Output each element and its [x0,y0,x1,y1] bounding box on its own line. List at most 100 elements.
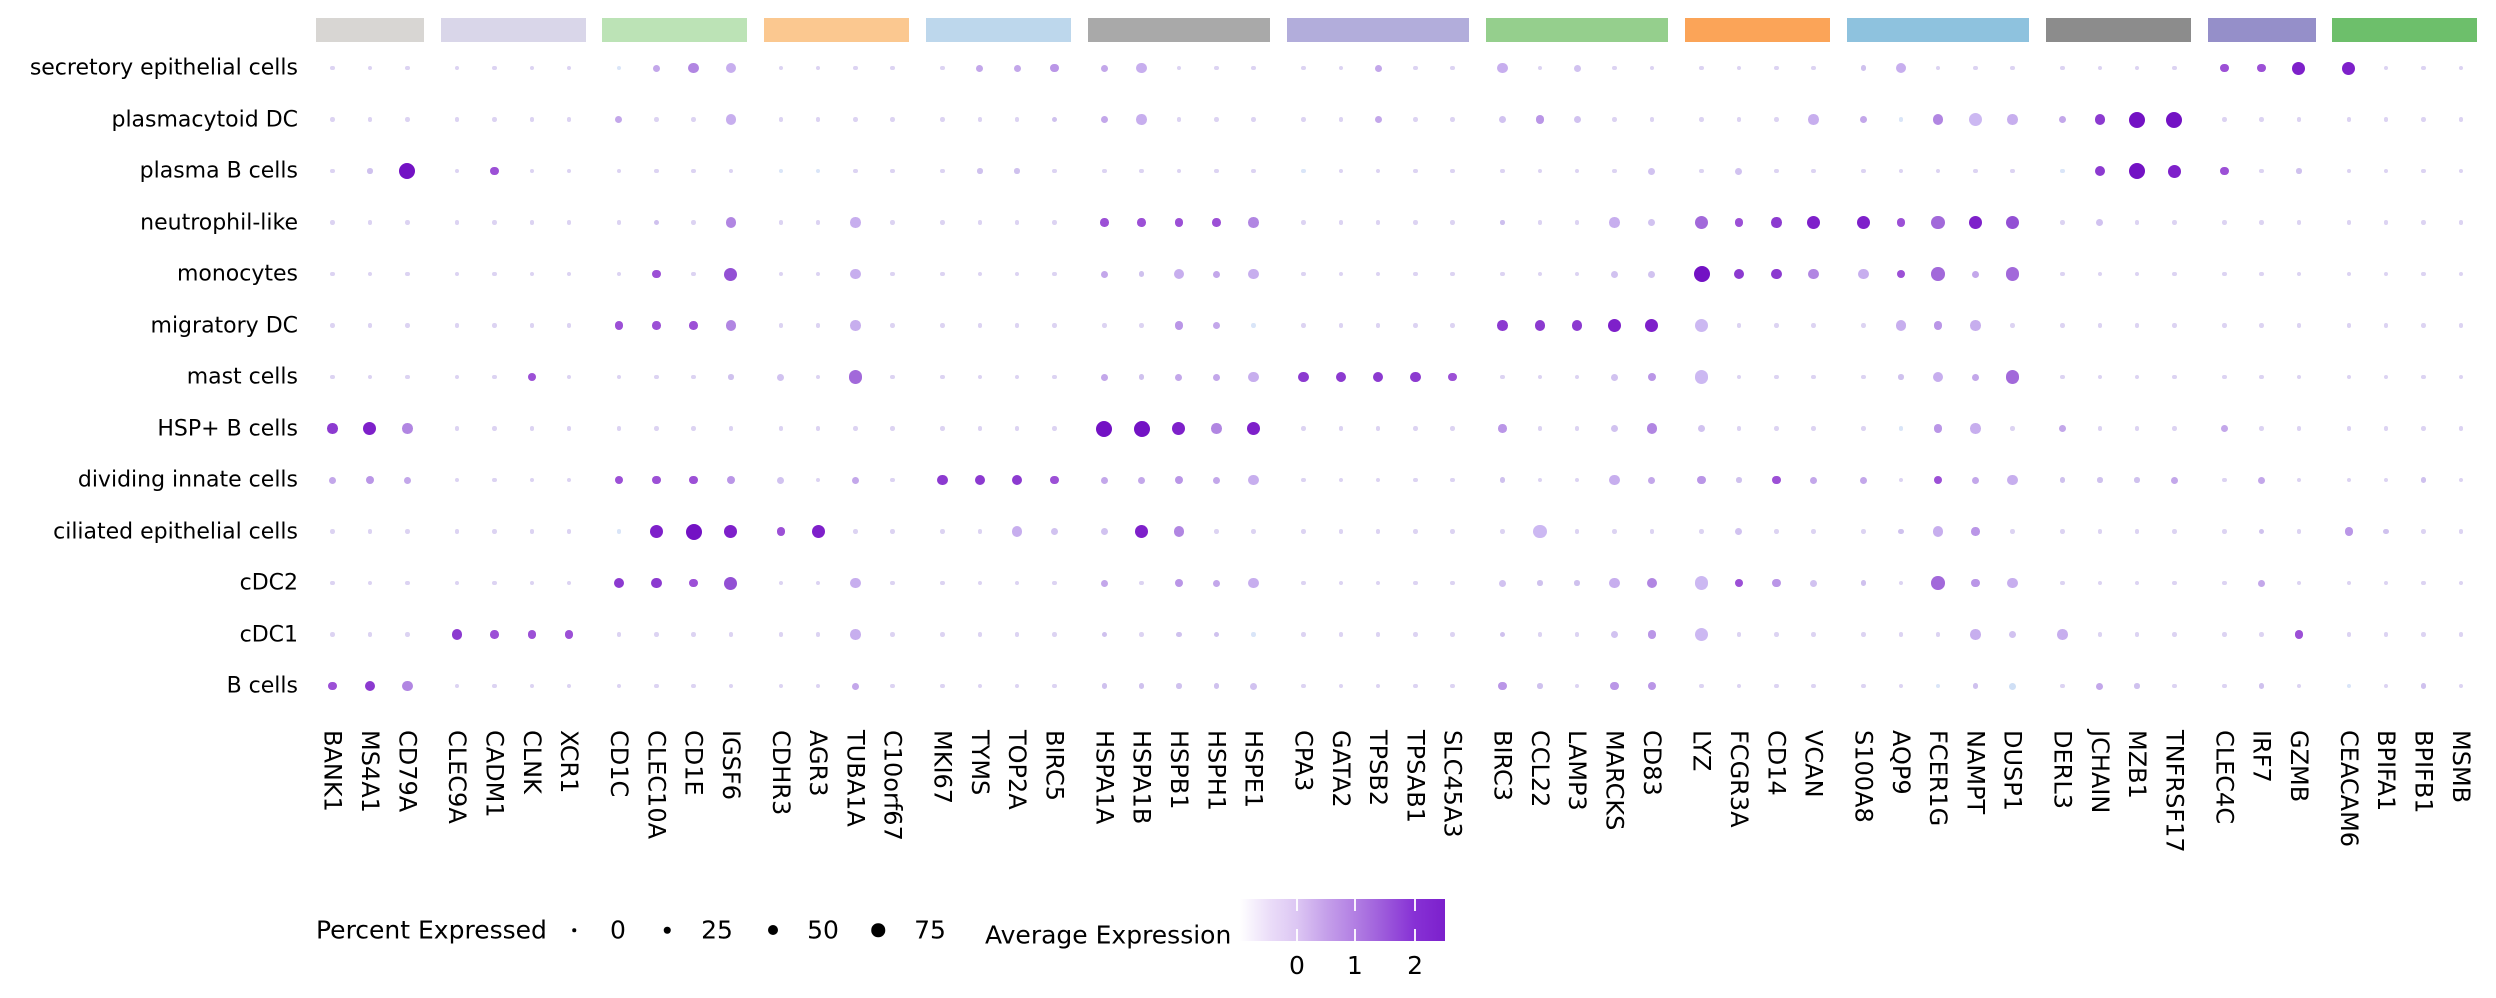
expression-dot [1649,65,1654,71]
expression-dot [1973,65,1978,71]
expression-dot [1811,168,1816,174]
expression-dot [454,580,460,586]
expression-dot [616,220,622,225]
expression-dot [1612,65,1617,71]
expression-dot [1537,271,1543,277]
expression-dot [1808,268,1819,280]
expression-dot [2383,323,2389,328]
expression-dot [778,580,783,586]
expression-dot [1211,423,1222,434]
expression-dot [1133,420,1150,437]
gene-label: FCGR3A [1724,730,1753,828]
expression-dot [2060,168,2065,174]
expression-dot [2060,529,2065,534]
expression-dot [2383,117,2389,122]
expression-dot [1052,323,1057,328]
expression-dot [815,323,821,328]
expression-dot [1500,529,1505,534]
expression-dot [367,529,373,534]
expression-dot [1500,271,1505,277]
expression-dot [2346,220,2352,225]
expression-dot [1774,323,1779,328]
group-color-segment [1846,18,2030,42]
expression-dot [890,632,895,637]
size-legend-dot [768,925,778,935]
expression-dot [2421,271,2426,277]
expression-dot [399,163,416,179]
expression-dot [2170,476,2178,484]
expression-dot [2292,61,2306,75]
expression-dot [1933,424,1943,433]
expression-dot [1610,681,1619,691]
expression-dot [691,117,696,122]
expression-dot [330,65,335,71]
expression-dot [654,632,659,637]
expression-dot [330,117,335,122]
expression-dot [2296,477,2302,483]
cell-type-label: mast cells [186,364,298,390]
expression-dot [1052,580,1057,586]
expression-dot [691,271,696,277]
expression-dot [2060,271,2065,277]
expression-dot [367,374,373,380]
expression-dot [1499,116,1507,123]
gene-label: AGR3 [804,730,833,797]
expression-dot [1450,580,1455,586]
expression-dot [1612,529,1617,534]
gene-label: MZB1 [2123,730,2152,799]
expression-dot [1214,168,1219,174]
expression-dot [654,117,659,122]
expression-dot [1212,322,1220,329]
expression-dot [1646,577,1657,589]
expression-dot [691,220,696,225]
gene-label: MARCKS [1600,730,1629,831]
expression-dot [685,523,702,540]
expression-dot [1338,683,1343,689]
expression-dot [850,217,861,228]
group-color-segment [2045,18,2192,42]
expression-dot [777,476,785,484]
gene-label: GATA2 [1326,730,1355,808]
expression-dot [330,271,335,277]
expression-dot [529,580,534,586]
expression-dot [1338,323,1343,328]
expression-dot [725,217,737,228]
expression-dot [778,271,783,277]
expression-dot [1137,218,1146,227]
expression-dot [2172,529,2177,534]
expression-dot [454,168,460,174]
size-legend-dot [871,923,885,937]
expression-dot [1736,65,1742,71]
expression-dot [652,475,661,485]
colorbar-tick-label: 0 [1289,951,1305,980]
expression-dot [724,576,738,590]
expression-dot [815,271,821,277]
expression-dot [2346,271,2352,277]
expression-dot [529,220,534,225]
expression-dot [728,426,734,431]
expression-dot [367,117,373,122]
expression-dot [2172,374,2177,380]
gene-label: LYZ [1687,730,1716,772]
expression-dot [652,64,660,72]
expression-dot [1014,632,1020,637]
expression-dot [2060,323,2065,328]
expression-dot [1050,63,1059,73]
expression-dot [1214,117,1219,122]
gene-label: LAMP3 [1563,730,1592,811]
expression-dot [1498,681,1507,691]
expression-dot [1971,578,1980,588]
expression-dot [2097,632,2103,637]
expression-dot [726,475,736,485]
expression-dot [1375,477,1381,483]
expression-dot [2222,271,2227,277]
expression-dot [1251,65,1256,71]
expression-dot [1375,632,1381,637]
expression-dot [851,682,859,690]
expression-dot [1736,117,1742,122]
expression-dot [1212,476,1220,484]
expression-dot [2134,426,2140,431]
expression-dot [454,374,460,380]
expression-dot [2009,682,2017,690]
